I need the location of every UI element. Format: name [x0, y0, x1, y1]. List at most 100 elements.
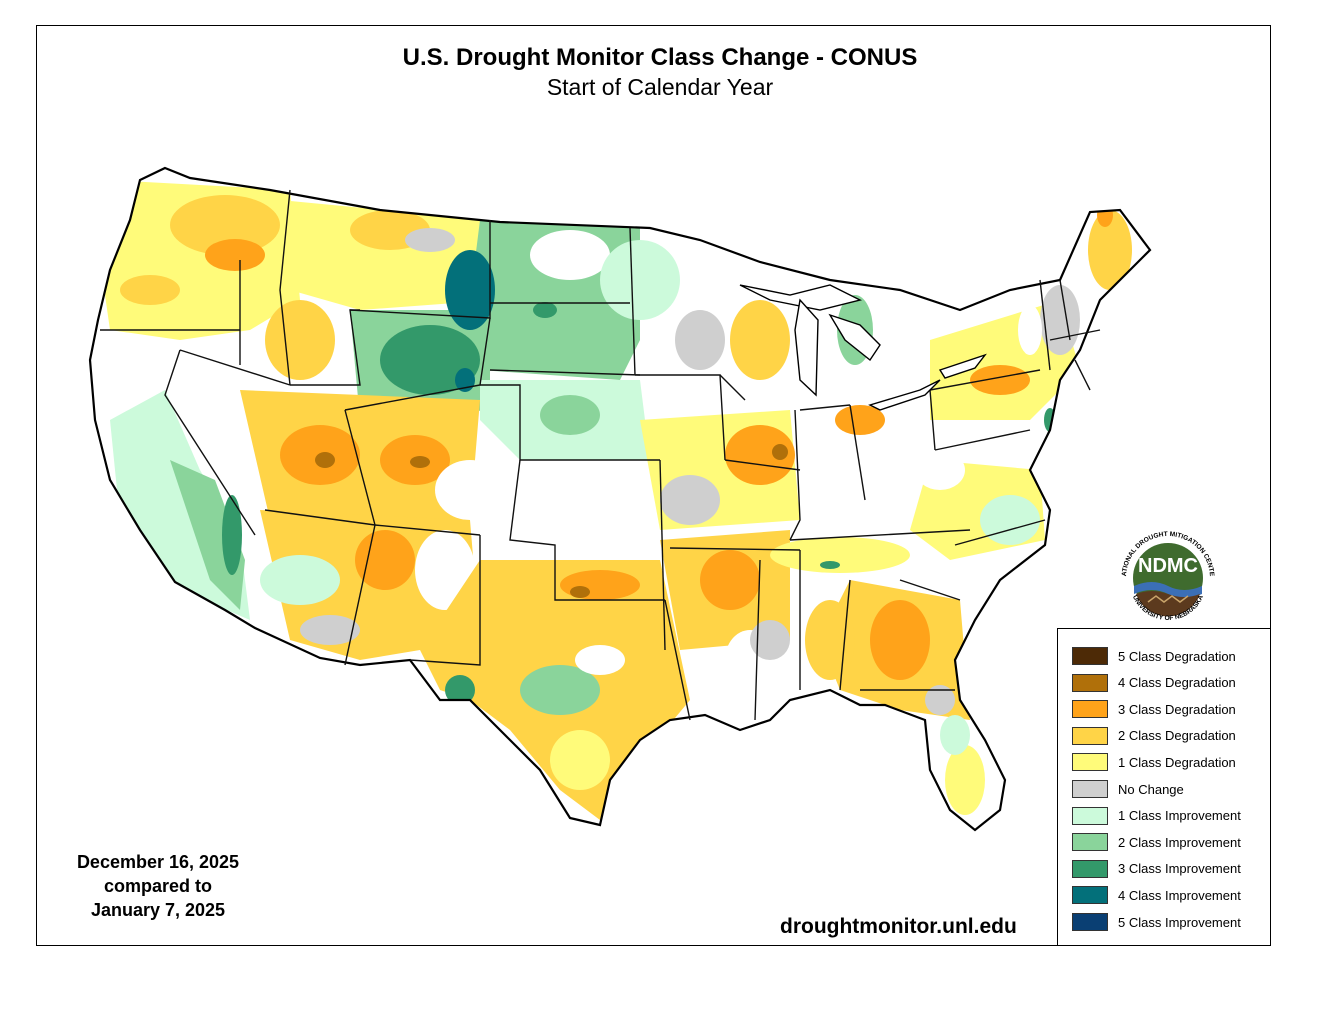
pnw-deg2b: [120, 275, 180, 305]
legend-item: 2 Class Degradation: [1072, 726, 1236, 746]
ndmc-logo: NDMC NATIONAL DROUGHT MITIGATION CENTER …: [1112, 522, 1223, 633]
state-boundary: [799, 404, 851, 411]
state-boundary: [344, 524, 376, 666]
state-boundary: [899, 579, 961, 601]
az-imp: [260, 555, 340, 605]
state-boundary: [374, 524, 481, 536]
legend: 5 Class Degradation 4 Class Degradation 3 …: [1057, 628, 1271, 946]
mo-nochange: [660, 475, 720, 525]
legend-label: 3 Class Degradation: [1118, 701, 1236, 717]
il-deg3: [725, 425, 795, 485]
wv-white: [915, 450, 965, 490]
state-boundary: [164, 349, 256, 536]
legend-swatch: [1072, 726, 1108, 745]
state-boundary: [719, 374, 746, 401]
state-boundary: [489, 369, 641, 376]
legend-item: 1 Class Degradation: [1072, 752, 1236, 772]
wy-imp4: [455, 368, 475, 392]
legend-label: 3 Class Improvement: [1118, 861, 1241, 877]
wy-imp3: [380, 325, 480, 395]
state-boundary: [409, 535, 481, 666]
legend-swatch: [1072, 833, 1108, 852]
ar-deg3: [700, 550, 760, 610]
state-boundary: [1059, 279, 1071, 341]
legend-item: 1 Class Improvement: [1072, 806, 1241, 826]
state-boundary: [629, 227, 636, 376]
il-deg4: [772, 444, 788, 460]
ut-deg4: [315, 452, 335, 468]
state-boundary: [344, 409, 376, 526]
state-boundary: [480, 384, 660, 461]
legend-swatch: [1072, 806, 1108, 825]
legend-label: 5 Class Improvement: [1118, 914, 1241, 930]
legend-item: No Change: [1072, 779, 1184, 799]
legend-label: 4 Class Improvement: [1118, 887, 1241, 903]
start-date: January 7, 2025: [90, 900, 226, 920]
state-boundary: [1049, 329, 1101, 341]
tx-white: [575, 645, 625, 675]
state-boundary: [754, 559, 761, 721]
state-boundary: [279, 189, 291, 386]
state-boundary: [669, 547, 801, 551]
state-boundary: [934, 429, 1031, 451]
state-boundary: [789, 529, 971, 541]
state-boundary: [659, 459, 666, 651]
state-boundary: [929, 389, 936, 451]
ok-deg4: [570, 586, 590, 598]
wi-mi-deg2: [730, 300, 790, 380]
pnw-deg3: [205, 239, 265, 271]
legend-swatch: [1072, 886, 1108, 905]
lake: [739, 284, 863, 311]
pnw-deg2: [170, 195, 280, 255]
nevada-white: [170, 350, 260, 470]
legend-swatch: [1072, 700, 1108, 719]
state-boundaries: [100, 189, 1101, 721]
legend-swatch: [1072, 647, 1108, 665]
state-boundary: [839, 579, 851, 691]
mn-nochange: [675, 310, 725, 370]
ca-imp3: [222, 495, 242, 575]
state-boundary: [1039, 279, 1051, 371]
legend-swatch: [1072, 780, 1108, 798]
legend-label: 4 Class Degradation: [1118, 675, 1236, 691]
legend-item: 3 Class Improvement: [1072, 859, 1241, 879]
tx-west-imp: [445, 675, 475, 705]
state-boundary: [724, 459, 801, 471]
vt-white: [1018, 305, 1042, 355]
nd-white: [530, 230, 610, 280]
mt-deg1: [280, 200, 495, 310]
mt-nochange: [405, 228, 455, 252]
legend-item: 4 Class Improvement: [1072, 885, 1241, 905]
website-link[interactable]: droughtmonitor.unl.edu: [780, 915, 1017, 938]
fl-nochange: [925, 685, 955, 715]
fl-deg1: [945, 745, 985, 815]
legend-item: 5 Class Degradation: [1072, 646, 1236, 666]
legend-label: 2 Class Degradation: [1118, 728, 1236, 744]
comparison-dates: December 16, 2025 compared to January 7,…: [40, 850, 276, 922]
lake: [938, 353, 987, 379]
az-nochange: [300, 615, 360, 645]
state-boundary: [509, 459, 665, 601]
logo-abbr: NDMC: [1138, 555, 1198, 577]
legend-swatch: [1072, 673, 1108, 692]
sd-imp3: [533, 302, 557, 318]
ky-white: [820, 465, 900, 515]
legend-swatch: [1072, 859, 1108, 878]
nc-imp: [980, 495, 1040, 545]
tn-deg1: [770, 537, 910, 573]
tx-improvement: [520, 665, 600, 715]
mt-imp4: [445, 250, 495, 330]
ne-imp2: [540, 395, 600, 435]
lake: [794, 298, 819, 397]
pa-deg3: [970, 365, 1030, 395]
legend-item: 4 Class Degradation: [1072, 673, 1236, 693]
map-title: U.S. Drought Monitor Class Change - CONU…: [402, 44, 918, 71]
end-date: December 16, 2025: [76, 852, 240, 872]
tn-imp3: [820, 561, 840, 569]
state-boundary: [264, 509, 376, 526]
state-boundary: [1074, 359, 1091, 391]
state-boundary: [179, 349, 291, 386]
lake: [868, 379, 941, 411]
legend-item: 5 Class Improvement: [1072, 912, 1241, 932]
